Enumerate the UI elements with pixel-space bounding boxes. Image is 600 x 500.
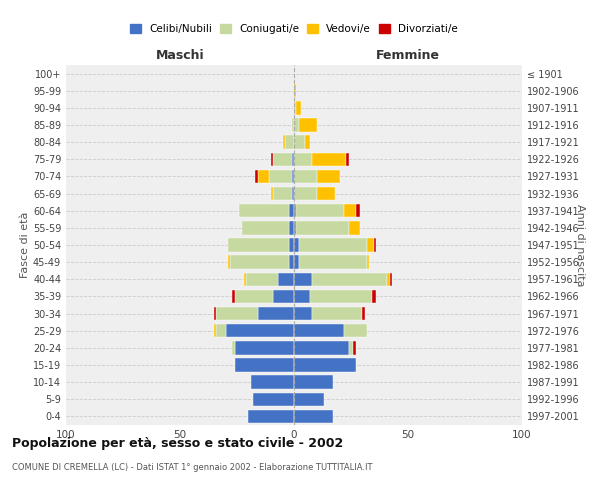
Y-axis label: Fasce di età: Fasce di età (20, 212, 30, 278)
Bar (388, 272, 390, 286)
Bar (362, 307, 365, 320)
Bar (283, 136, 285, 149)
Bar (217, 307, 257, 320)
Bar (294, 84, 296, 98)
Bar (367, 256, 369, 269)
Bar (390, 272, 392, 286)
Bar (278, 272, 294, 286)
Bar (242, 221, 289, 234)
Bar (294, 204, 296, 218)
Bar (289, 221, 294, 234)
Bar (235, 290, 274, 303)
Text: Femmine: Femmine (376, 48, 440, 62)
Bar (274, 152, 292, 166)
Bar (294, 238, 299, 252)
Bar (257, 170, 269, 183)
Bar (349, 341, 353, 354)
Bar (248, 410, 294, 423)
Bar (235, 341, 294, 354)
Bar (312, 272, 388, 286)
Bar (271, 187, 274, 200)
Bar (294, 376, 333, 389)
Bar (353, 341, 356, 354)
Bar (214, 324, 217, 338)
Bar (312, 152, 346, 166)
Bar (294, 392, 323, 406)
Bar (274, 290, 294, 303)
Bar (317, 187, 335, 200)
Bar (346, 152, 349, 166)
Bar (235, 358, 294, 372)
Bar (294, 272, 312, 286)
Bar (251, 376, 294, 389)
Bar (349, 221, 360, 234)
Bar (367, 238, 374, 252)
Bar (228, 256, 230, 269)
Y-axis label: Anni di nascita: Anni di nascita (575, 204, 585, 286)
Bar (214, 307, 217, 320)
Bar (344, 324, 367, 338)
Bar (285, 136, 294, 149)
Text: Popolazione per età, sesso e stato civile - 2002: Popolazione per età, sesso e stato civil… (12, 437, 343, 450)
Bar (294, 290, 310, 303)
Bar (244, 272, 246, 286)
Bar (246, 272, 278, 286)
Bar (296, 204, 344, 218)
Bar (371, 290, 376, 303)
Bar (299, 238, 367, 252)
Bar (294, 136, 305, 149)
Bar (292, 187, 294, 200)
Bar (296, 101, 301, 114)
Bar (289, 204, 294, 218)
Bar (294, 170, 317, 183)
Bar (317, 170, 340, 183)
Bar (294, 152, 312, 166)
Text: COMUNE DI CREMELLA (LC) - Dati ISTAT 1° gennaio 2002 - Elaborazione TUTTITALIA.I: COMUNE DI CREMELLA (LC) - Dati ISTAT 1° … (12, 464, 373, 472)
Bar (294, 256, 299, 269)
Bar (239, 204, 289, 218)
Bar (232, 341, 235, 354)
Bar (271, 152, 274, 166)
Bar (294, 187, 317, 200)
Bar (294, 410, 333, 423)
Bar (289, 256, 294, 269)
Bar (292, 170, 294, 183)
Bar (374, 238, 376, 252)
Bar (312, 307, 362, 320)
Bar (230, 256, 289, 269)
Bar (294, 118, 299, 132)
Bar (255, 170, 257, 183)
Bar (294, 101, 296, 114)
Bar (292, 118, 294, 132)
Bar (217, 324, 226, 338)
Bar (232, 290, 235, 303)
Bar (257, 307, 294, 320)
Bar (299, 256, 367, 269)
Bar (289, 238, 294, 252)
Bar (294, 324, 344, 338)
Bar (305, 136, 310, 149)
Bar (310, 290, 371, 303)
Bar (294, 221, 296, 234)
Bar (269, 170, 292, 183)
Bar (226, 324, 294, 338)
Bar (294, 358, 356, 372)
Bar (356, 204, 360, 218)
Bar (344, 204, 356, 218)
Bar (294, 341, 349, 354)
Bar (299, 118, 317, 132)
Legend: Celibi/Nubili, Coniugati/e, Vedovi/e, Divorziati/e: Celibi/Nubili, Coniugati/e, Vedovi/e, Di… (126, 20, 462, 38)
Bar (228, 238, 289, 252)
Text: Maschi: Maschi (155, 48, 205, 62)
Bar (292, 152, 294, 166)
Bar (253, 392, 294, 406)
Bar (296, 221, 349, 234)
Bar (274, 187, 292, 200)
Bar (294, 307, 312, 320)
